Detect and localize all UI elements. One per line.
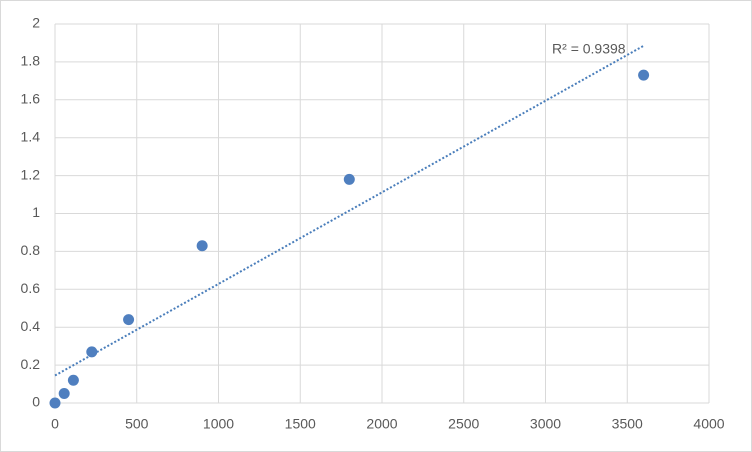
point <box>86 346 98 358</box>
point <box>49 397 61 409</box>
trendline-label: R² = 0.9398 <box>552 40 626 56</box>
y-tick-label: 1.8 <box>21 53 41 69</box>
y-tick-label: 0.4 <box>21 318 41 334</box>
y-tick-label: 1.2 <box>21 166 41 182</box>
point <box>123 314 135 326</box>
x-tick-label: 2000 <box>366 416 397 432</box>
x-tick-label: 3000 <box>530 416 561 432</box>
point <box>196 240 208 252</box>
x-tick-label: 1500 <box>285 416 316 432</box>
x-tick-label: 1000 <box>203 416 234 432</box>
y-tick-label: 0.6 <box>21 280 41 296</box>
y-tick-label: 0.2 <box>21 356 41 372</box>
y-tick-label: 1.6 <box>21 91 41 107</box>
point <box>343 173 355 185</box>
point <box>638 69 650 81</box>
x-tick-label: 0 <box>51 416 59 432</box>
point <box>58 388 70 400</box>
x-tick-label: 4000 <box>693 416 724 432</box>
y-tick-label: 1.4 <box>21 128 41 144</box>
y-tick-label: 0.8 <box>21 242 41 258</box>
trendline <box>54 44 645 377</box>
y-tick-label: 0 <box>32 394 40 410</box>
x-tick-label: 500 <box>125 416 149 432</box>
x-tick-label: 3500 <box>612 416 643 432</box>
point <box>67 374 79 386</box>
x-tick-label: 2500 <box>448 416 479 432</box>
y-tick-label: 1 <box>32 204 40 220</box>
y-tick-label: 2 <box>32 15 40 31</box>
